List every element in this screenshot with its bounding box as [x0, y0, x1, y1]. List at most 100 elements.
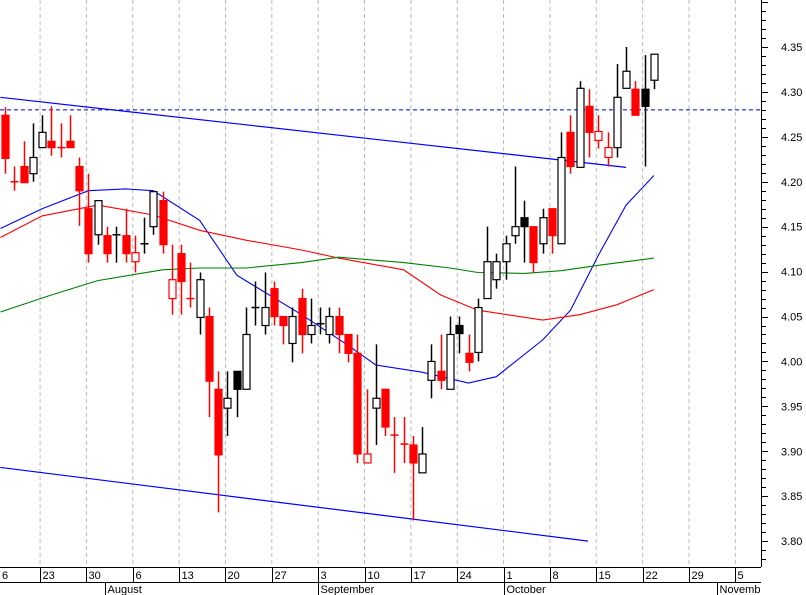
candle-body	[520, 217, 529, 228]
candle	[159, 191, 168, 254]
candle-body	[29, 156, 38, 175]
trendline	[0, 466, 589, 542]
candle-body	[20, 165, 29, 184]
candle	[474, 298, 483, 362]
candle	[483, 226, 492, 300]
candle	[233, 370, 242, 418]
candle	[47, 106, 56, 156]
candle	[372, 344, 381, 445]
candle	[177, 244, 186, 315]
candle	[122, 208, 131, 263]
candle	[363, 389, 372, 464]
candle	[465, 334, 474, 372]
candle-body	[529, 226, 538, 264]
candle-body	[511, 226, 520, 237]
x-tick-label: 1	[507, 570, 513, 582]
candle	[38, 115, 47, 149]
candle-body	[418, 453, 427, 474]
candle	[223, 371, 232, 437]
candle-body	[288, 315, 297, 345]
candle-body	[66, 140, 75, 149]
month-label: September	[321, 584, 375, 595]
candle	[353, 334, 362, 463]
candle	[57, 123, 66, 158]
candle-body	[604, 147, 613, 159]
candle	[400, 417, 409, 463]
y-tick-label: 4.00	[781, 356, 802, 368]
candle-body	[1, 114, 10, 160]
candle-body	[325, 315, 334, 336]
candle-body	[307, 324, 316, 336]
candle	[196, 272, 205, 335]
candle	[446, 316, 455, 390]
candle	[539, 208, 548, 254]
candle	[381, 388, 390, 437]
candle-body	[492, 261, 501, 281]
fast-moving-average-line	[0, 175, 655, 384]
candle-body	[47, 140, 56, 149]
candle-body	[279, 315, 288, 327]
candle	[84, 173, 93, 263]
candle	[344, 333, 353, 363]
candle	[298, 288, 307, 354]
candle	[622, 47, 631, 89]
month-label: Novemb	[720, 584, 761, 595]
candle-body	[149, 191, 158, 228]
candle	[307, 298, 316, 344]
candle	[288, 307, 297, 363]
candle-body	[270, 288, 279, 318]
candle-body	[205, 315, 214, 382]
candle	[427, 344, 436, 399]
candle-body	[622, 70, 631, 89]
candle	[270, 281, 279, 326]
candle	[604, 132, 613, 167]
x-tick-label: 8	[553, 570, 559, 582]
candle	[641, 55, 650, 167]
candle-body	[196, 279, 205, 319]
candle-body	[483, 261, 492, 300]
candle-body	[261, 306, 270, 327]
candle-body	[465, 352, 474, 363]
y-tick-label: 3.85	[781, 491, 802, 503]
candle-body	[650, 53, 659, 81]
x-tick-label: 17	[414, 570, 426, 582]
x-tick-label: 29	[692, 570, 704, 582]
candle-body	[353, 352, 362, 455]
candle-body	[84, 208, 93, 255]
candle-body	[437, 370, 446, 381]
candle	[437, 334, 446, 390]
candle	[131, 235, 140, 273]
candle	[390, 417, 399, 473]
x-tick-label: 24	[460, 570, 472, 582]
trendline	[0, 96, 627, 168]
candle-body	[539, 217, 548, 245]
y-tick-label: 4.25	[781, 132, 802, 144]
candle-body	[122, 235, 131, 255]
candle	[279, 315, 288, 345]
candle	[103, 226, 112, 263]
y-tick-label: 3.95	[781, 401, 802, 413]
candle	[242, 307, 251, 390]
candle	[557, 132, 566, 245]
candle	[112, 226, 121, 263]
candle-body	[242, 333, 251, 390]
x-tick-label: 27	[275, 570, 287, 582]
candle-body	[613, 96, 622, 149]
candle-body	[168, 279, 177, 300]
y-tick-label: 4.10	[781, 267, 802, 279]
x-tick-label: 23	[43, 570, 55, 582]
candle-body	[344, 333, 353, 354]
x-tick-label: 30	[89, 570, 101, 582]
y-tick-label: 4.20	[781, 177, 802, 189]
candle	[455, 316, 464, 354]
candle-body	[103, 235, 112, 255]
candle-body	[75, 165, 84, 192]
candle-body	[363, 453, 372, 464]
grid-lines	[39, 0, 736, 567]
candle-body	[631, 88, 640, 116]
x-tick-label: 5	[738, 570, 744, 582]
candle	[585, 89, 594, 158]
candle-body	[502, 243, 511, 263]
y-tick-label: 4.05	[781, 312, 802, 324]
